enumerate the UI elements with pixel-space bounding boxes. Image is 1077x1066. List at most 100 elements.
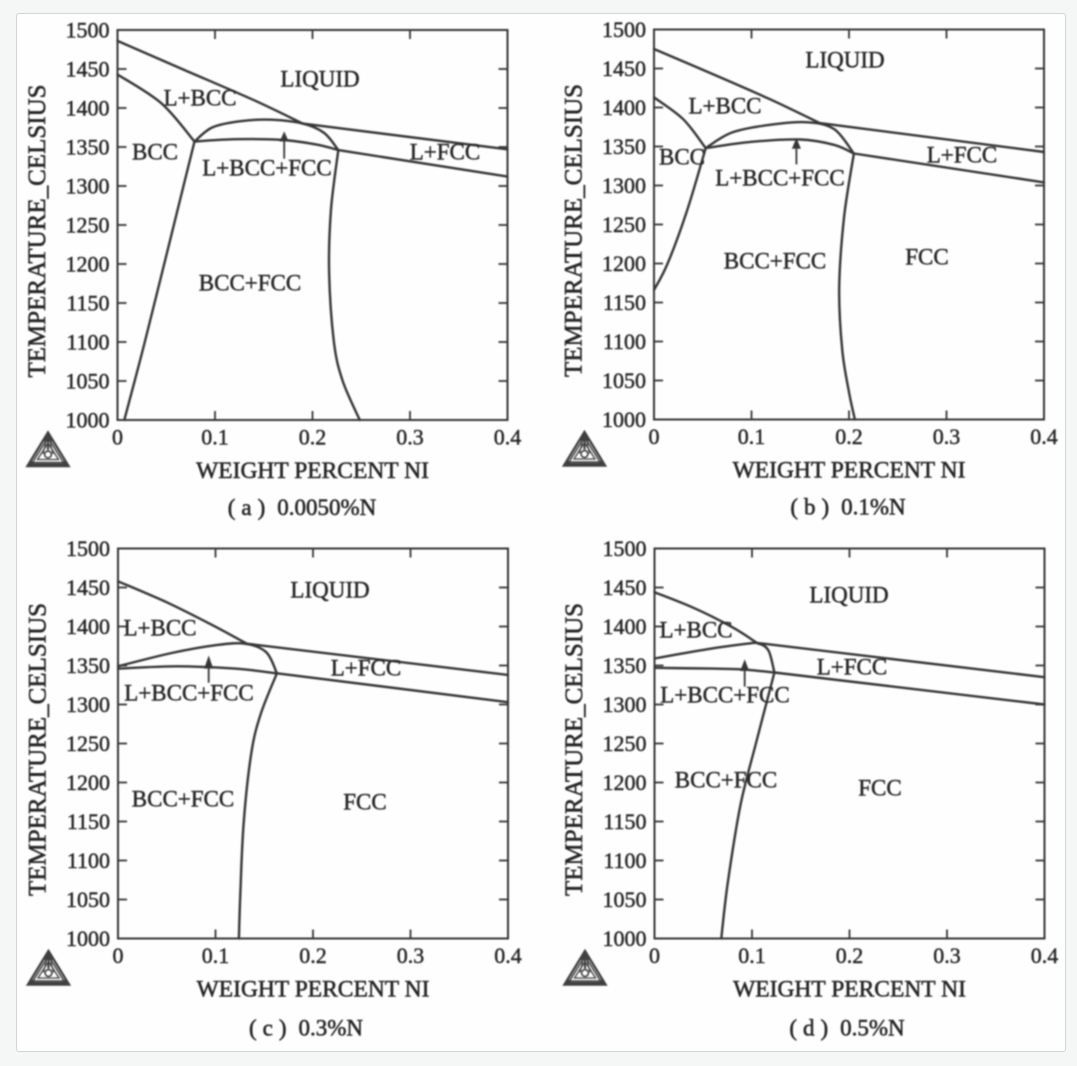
svg-text:0.2: 0.2 — [299, 943, 327, 968]
svg-text:(a)0.0050%N: (a) 0.0050%N — [228, 495, 377, 520]
svg-text:1250: 1250 — [66, 213, 110, 238]
svg-text:0.1: 0.1 — [201, 425, 229, 450]
svg-text:0: 0 — [112, 425, 123, 450]
svg-text:1050: 1050 — [603, 887, 647, 912]
svg-text:L+FCC: L+FCC — [331, 656, 402, 681]
svg-text:1300: 1300 — [602, 173, 646, 198]
svg-text:L+FCC: L+FCC — [817, 655, 888, 680]
svg-text:1450: 1450 — [66, 575, 110, 600]
svg-text:1350: 1350 — [603, 653, 647, 678]
svg-text:1350: 1350 — [66, 135, 110, 160]
svg-text:1000: 1000 — [602, 407, 646, 432]
svg-text:L+BCC+FCC: L+BCC+FCC — [202, 156, 332, 181]
svg-text:L+FCC: L+FCC — [927, 143, 998, 168]
svg-text:1450: 1450 — [66, 57, 110, 82]
svg-text:0.1: 0.1 — [202, 943, 230, 968]
svg-text:1350: 1350 — [66, 653, 110, 678]
svg-text:BCC+FCC: BCC+FCC — [132, 787, 234, 812]
svg-text:1150: 1150 — [603, 290, 646, 315]
svg-text:BCC: BCC — [659, 145, 705, 170]
svg-text:0: 0 — [113, 943, 124, 968]
svg-text:1100: 1100 — [603, 329, 646, 354]
svg-text:WEIGHT PERCENT NI: WEIGHT PERCENT NI — [196, 458, 429, 484]
svg-text:(b)0.1%N: (b) 0.1%N — [790, 494, 906, 519]
svg-text:1050: 1050 — [602, 368, 646, 393]
svg-text:BCC+FCC: BCC+FCC — [199, 271, 301, 296]
svg-text:1000: 1000 — [66, 926, 110, 951]
svg-text:0.4: 0.4 — [1030, 424, 1058, 449]
svg-text:1500: 1500 — [66, 18, 110, 43]
svg-text:L+BCC+FCC: L+BCC+FCC — [660, 683, 790, 708]
svg-text:1150: 1150 — [67, 809, 110, 834]
svg-text:0.4: 0.4 — [494, 943, 522, 968]
svg-text:(d)0.5%N: (d) 0.5%N — [789, 1015, 905, 1040]
svg-text:1500: 1500 — [603, 536, 647, 561]
svg-text:1300: 1300 — [66, 692, 110, 717]
svg-text:L+BCC: L+BCC — [123, 616, 196, 641]
svg-text:BCC: BCC — [132, 140, 178, 165]
svg-text:1400: 1400 — [66, 96, 110, 121]
svg-text:1400: 1400 — [66, 614, 110, 639]
svg-text:1450: 1450 — [603, 575, 647, 600]
svg-text:TEMPERATURE_CELSIUS: TEMPERATURE_CELSIUS — [561, 84, 588, 377]
svg-text:TEMPERATURE_CELSIUS: TEMPERATURE_CELSIUS — [24, 84, 51, 377]
svg-text:0.2: 0.2 — [835, 424, 863, 449]
svg-text:0: 0 — [649, 943, 660, 968]
svg-text:1150: 1150 — [66, 291, 109, 316]
svg-text:L+BCC: L+BCC — [163, 86, 236, 111]
svg-text:0.1: 0.1 — [738, 424, 766, 449]
svg-text:1250: 1250 — [603, 731, 647, 756]
svg-text:0.2: 0.2 — [299, 425, 327, 450]
svg-text:L+FCC: L+FCC — [410, 140, 481, 165]
svg-text:1450: 1450 — [602, 56, 646, 81]
svg-text:0.1: 0.1 — [738, 943, 766, 968]
svg-text:1200: 1200 — [66, 252, 110, 277]
svg-text:1000: 1000 — [603, 926, 647, 951]
svg-text:1200: 1200 — [602, 251, 646, 276]
svg-text:(c)0.3%N: (c) 0.3%N — [249, 1015, 363, 1040]
svg-text:WEIGHT PERCENT NI: WEIGHT PERCENT NI — [733, 458, 966, 484]
svg-text:0.3: 0.3 — [933, 424, 961, 449]
svg-text:1100: 1100 — [67, 848, 110, 873]
svg-text:1200: 1200 — [603, 770, 647, 795]
svg-text:1250: 1250 — [66, 731, 110, 756]
svg-text:1500: 1500 — [66, 536, 110, 561]
svg-text:1400: 1400 — [602, 95, 646, 120]
svg-text:1350: 1350 — [602, 134, 646, 159]
svg-text:1250: 1250 — [602, 212, 646, 237]
svg-text:1050: 1050 — [66, 369, 110, 394]
svg-text:FCC: FCC — [343, 790, 386, 815]
svg-text:LIQUID: LIQUID — [805, 48, 884, 73]
svg-text:WEIGHT PERCENT NI: WEIGHT PERCENT NI — [733, 977, 966, 1003]
svg-text:TEMPERATURE_CELSIUS: TEMPERATURE_CELSIUS — [25, 603, 52, 896]
svg-text:1050: 1050 — [66, 887, 110, 912]
svg-text:0.4: 0.4 — [494, 425, 522, 450]
svg-text:LIQUID: LIQUID — [290, 578, 369, 603]
svg-text:1100: 1100 — [66, 330, 109, 355]
svg-text:0.2: 0.2 — [836, 943, 864, 968]
svg-text:1400: 1400 — [603, 614, 647, 639]
svg-text:1500: 1500 — [602, 17, 646, 42]
svg-text:L+BCC+FCC: L+BCC+FCC — [715, 166, 845, 191]
svg-text:1300: 1300 — [603, 692, 647, 717]
svg-text:FCC: FCC — [858, 776, 901, 801]
svg-text:L+BCC: L+BCC — [659, 618, 732, 643]
svg-text:1300: 1300 — [66, 174, 110, 199]
svg-text:0.3: 0.3 — [397, 943, 425, 968]
svg-text:0.4: 0.4 — [1031, 943, 1059, 968]
svg-text:0.3: 0.3 — [933, 943, 961, 968]
svg-text:WEIGHT PERCENT NI: WEIGHT PERCENT NI — [197, 977, 430, 1003]
svg-text:LIQUID: LIQUID — [809, 583, 888, 608]
svg-text:1200: 1200 — [66, 770, 110, 795]
svg-text:1100: 1100 — [603, 848, 646, 873]
svg-text:TEMPERATURE_CELSIUS: TEMPERATURE_CELSIUS — [561, 603, 588, 896]
svg-text:0: 0 — [649, 424, 660, 449]
svg-text:LIQUID: LIQUID — [280, 67, 359, 92]
svg-text:BCC+FCC: BCC+FCC — [724, 249, 826, 274]
svg-text:FCC: FCC — [905, 245, 948, 270]
svg-text:L+BCC+FCC: L+BCC+FCC — [124, 681, 254, 706]
svg-text:1150: 1150 — [603, 809, 646, 834]
svg-text:1000: 1000 — [66, 408, 110, 433]
svg-text:L+BCC: L+BCC — [688, 94, 761, 119]
svg-text:0.3: 0.3 — [396, 425, 424, 450]
